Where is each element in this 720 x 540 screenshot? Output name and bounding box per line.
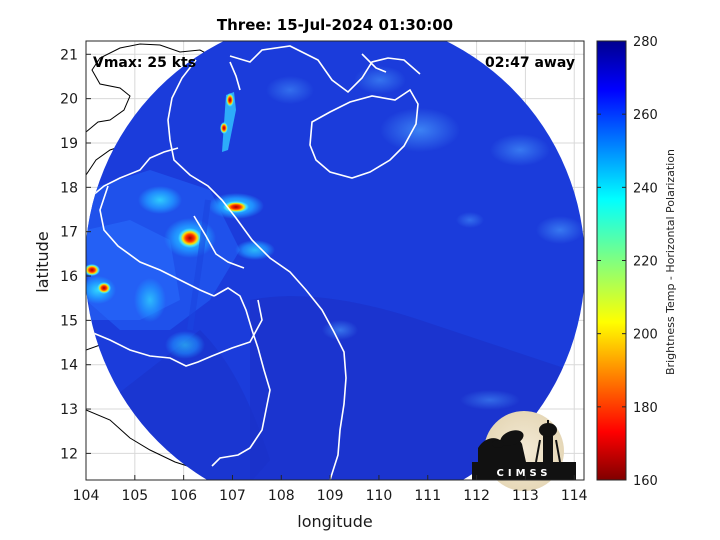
x-tick-label: 107 bbox=[219, 488, 246, 504]
x-tick-label: 109 bbox=[317, 488, 344, 504]
colorbar-tick-label: 220 bbox=[633, 255, 658, 270]
y-tick-label: 12 bbox=[60, 446, 78, 462]
colorbar-label: Brightness Temp - Horizontal Polarizatio… bbox=[664, 149, 677, 375]
colorbar-tick-label: 260 bbox=[633, 108, 658, 123]
x-axis-ticks: 104 105 106 107 108 109 110 111 112 113 114 bbox=[73, 475, 588, 504]
x-axis-label: longitude bbox=[297, 512, 372, 531]
x-tick-label: 108 bbox=[268, 488, 295, 504]
y-tick-label: 13 bbox=[60, 402, 78, 418]
y-tick-label: 16 bbox=[60, 269, 78, 285]
colorbar-tick-label: 160 bbox=[633, 474, 658, 489]
colorbar-gradient bbox=[596, 40, 627, 481]
x-tick-label: 110 bbox=[366, 488, 393, 504]
swath-coastlines bbox=[86, 45, 421, 480]
y-tick-label: 21 bbox=[60, 47, 78, 63]
x-tick-label: 112 bbox=[463, 488, 490, 504]
colorbar-tick-label: 180 bbox=[633, 401, 658, 416]
x-tick-label: 105 bbox=[121, 488, 148, 504]
colorbar-tick-label: 200 bbox=[633, 328, 658, 343]
x-tick-label: 104 bbox=[73, 488, 100, 504]
logo-text: CIMSS bbox=[497, 468, 552, 479]
colorbar: 280 260 240 220 200 180 160 Brightness Temp - … bbox=[596, 35, 677, 489]
y-tick-label: 18 bbox=[60, 180, 78, 196]
y-axis-ticks: 21 20 19 18 17 16 15 14 13 12 bbox=[60, 47, 91, 462]
vmax-annotation: Vmax: 25 kts bbox=[93, 55, 196, 71]
figure-title: Three: 15-Jul-2024 01:30:00 bbox=[217, 16, 453, 34]
y-tick-label: 20 bbox=[60, 92, 78, 108]
colorbar-tick-label: 280 bbox=[633, 35, 658, 50]
x-tick-label: 113 bbox=[512, 488, 539, 504]
x-tick-label: 106 bbox=[170, 488, 197, 504]
y-tick-label: 17 bbox=[60, 225, 78, 241]
y-axis-label: latitude bbox=[33, 231, 52, 292]
y-tick-label: 14 bbox=[60, 358, 78, 374]
y-tick-label: 15 bbox=[60, 313, 78, 329]
axes-frame bbox=[85, 40, 585, 481]
x-tick-label: 111 bbox=[414, 488, 441, 504]
cimss-logo: CIMSS bbox=[472, 411, 576, 491]
time-away-annotation: 02:47 away bbox=[485, 55, 575, 71]
y-tick-label: 19 bbox=[60, 136, 78, 152]
colorbar-tick-label: 240 bbox=[633, 181, 658, 196]
colorbar-ticks: 280 260 240 220 200 180 160 bbox=[597, 35, 658, 489]
x-tick-label: 114 bbox=[561, 488, 588, 504]
